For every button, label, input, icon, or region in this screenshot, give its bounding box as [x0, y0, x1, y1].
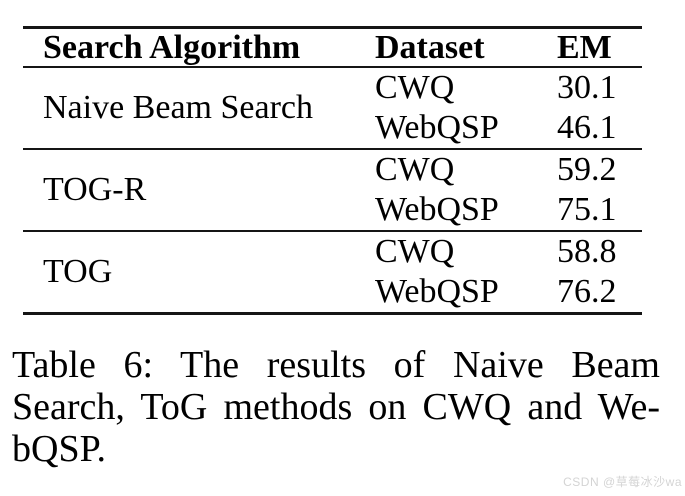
header-dataset: Dataset	[375, 28, 485, 66]
watermark: CSDN @草莓冰沙wa	[563, 475, 682, 489]
results-table: Search Algorithm Dataset EM Naive Beam S…	[23, 26, 642, 315]
em-cell: 59.2	[557, 151, 617, 188]
dataset-cell: WebQSP	[375, 109, 499, 146]
header-search-algorithm: Search Algorithm	[43, 28, 301, 66]
table-caption: Table 6: The results of Naive Beam Searc…	[12, 344, 660, 470]
algorithm-cell: Naive Beam Search	[43, 89, 313, 126]
dataset-cell: WebQSP	[375, 191, 499, 228]
em-cell: 76.2	[557, 273, 617, 310]
em-cell: 75.1	[557, 191, 617, 228]
dataset-cell: CWQ	[375, 233, 455, 270]
algorithm-cell: TOG-R	[43, 171, 147, 208]
table-group-tog-r: TOG-R CWQ 59.2 WebQSP 75.1	[23, 150, 642, 232]
caption-line: Table 6: The results of Naive Beam	[12, 344, 660, 386]
em-cell: 30.1	[557, 69, 617, 106]
table-group-tog: TOG CWQ 58.8 WebQSP 76.2	[23, 232, 642, 312]
caption-line: bQSP.	[12, 428, 106, 470]
caption-line: Search, ToG methods on CWQ and We-	[12, 386, 660, 428]
em-cell: 46.1	[557, 109, 617, 146]
dataset-cell: WebQSP	[375, 273, 499, 310]
dataset-cell: CWQ	[375, 69, 455, 106]
em-cell: 58.8	[557, 233, 617, 270]
algorithm-cell: TOG	[43, 253, 113, 290]
dataset-cell: CWQ	[375, 151, 455, 188]
table-header-row: Search Algorithm Dataset EM	[23, 29, 642, 68]
table-group-naive-beam-search: Naive Beam Search CWQ 30.1 WebQSP 46.1	[23, 68, 642, 150]
header-em: EM	[557, 28, 612, 66]
